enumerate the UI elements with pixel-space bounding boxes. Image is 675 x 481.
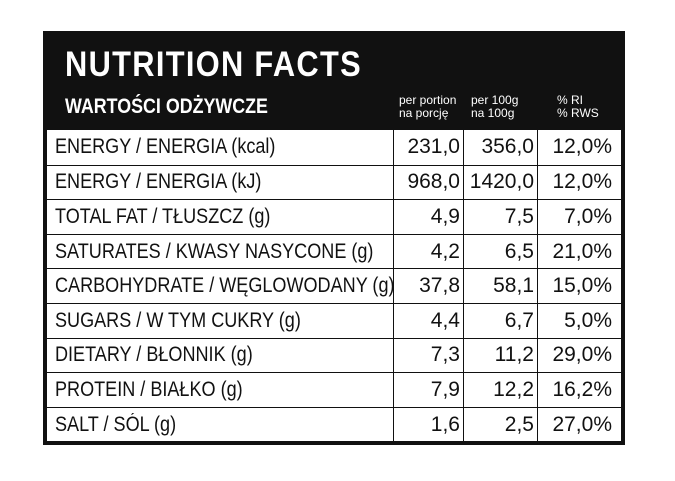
label-subtitle: WARTOŚCI ODŻYWCZE xyxy=(65,95,268,118)
table-row: SATURATES / KWASY NASYCONE (g) 4,2 6,5 2… xyxy=(47,233,621,269)
value-ri: 15,0% xyxy=(552,274,612,298)
nutrient-name: SUGARS / W TYM CUKRY (g) xyxy=(55,308,301,332)
nutrient-name: TOTAL FAT / TŁUSZCZ (g) xyxy=(55,204,271,228)
table-row: ENERGY / ENERGIA (kcal) 231,0 356,0 12,0… xyxy=(47,130,621,165)
value-per-portion: 4,9 xyxy=(430,204,460,228)
value-per-100g: 12,2 xyxy=(493,377,534,401)
nutrient-name: SATURATES / KWASY NASYCONE (g) xyxy=(55,239,374,263)
column-divider xyxy=(537,130,538,441)
nutrient-name: SALT / SÓL (g) xyxy=(55,412,177,436)
column-header-ri: % RI % RWS xyxy=(557,94,599,120)
label-title: NUTRITION FACTS xyxy=(65,45,362,84)
value-per-portion: 4,4 xyxy=(430,308,460,332)
table-row: ENERGY / ENERGIA (kJ) 968,0 1420,0 12,0% xyxy=(47,164,621,200)
value-per-100g: 6,7 xyxy=(504,308,534,332)
value-per-portion: 7,9 xyxy=(430,377,460,401)
column-header-per-100g: per 100g na 100g xyxy=(471,94,518,120)
column-header-line: per 100g xyxy=(471,93,519,107)
table-row: TOTAL FAT / TŁUSZCZ (g) 4,9 7,5 7,0% xyxy=(47,199,621,234)
label-header: NUTRITION FACTS WARTOŚCI ODŻYWCZE per po… xyxy=(47,35,621,130)
value-ri: 5,0% xyxy=(564,308,612,332)
column-divider xyxy=(463,130,464,441)
nutrition-label: NUTRITION FACTS WARTOŚCI ODŻYWCZE per po… xyxy=(43,31,625,445)
column-header-line: % RI xyxy=(557,93,584,107)
value-per-100g: 6,5 xyxy=(504,239,534,263)
nutrient-name: CARBOHYDRATE / WĘGLOWODANY (g) xyxy=(55,274,395,298)
column-header-line: na porcję xyxy=(399,106,449,120)
value-per-portion: 37,8 xyxy=(419,274,460,298)
column-header-per-portion: per portion na porcję xyxy=(399,94,456,120)
column-header-line: % RWS xyxy=(557,106,599,120)
nutrient-name: DIETARY / BŁONNIK (g) xyxy=(55,343,253,367)
value-ri: 12,0% xyxy=(552,135,612,159)
nutrient-name: PROTEIN / BIAŁKO (g) xyxy=(55,377,243,401)
nutrient-name: ENERGY / ENERGIA (kJ) xyxy=(55,170,262,194)
column-divider xyxy=(393,130,394,441)
column-header-line: na 100g xyxy=(471,106,515,120)
value-ri: 27,0% xyxy=(552,412,612,436)
nutrition-table: ENERGY / ENERGIA (kcal) 231,0 356,0 12,0… xyxy=(47,130,621,441)
value-ri: 21,0% xyxy=(552,239,612,263)
table-row: SALT / SÓL (g) 1,6 2,5 27,0% xyxy=(47,406,621,442)
value-per-portion: 1,6 xyxy=(430,412,460,436)
value-per-100g: 356,0 xyxy=(481,135,534,159)
value-per-portion: 231,0 xyxy=(407,135,460,159)
value-ri: 16,2% xyxy=(552,377,612,401)
value-per-portion: 7,3 xyxy=(430,343,460,367)
table-row: SUGARS / W TYM CUKRY (g) 4,4 6,7 5,0% xyxy=(47,302,621,338)
table-row: CARBOHYDRATE / WĘGLOWODANY (g) 37,8 58,1… xyxy=(47,268,621,303)
value-per-100g: 11,2 xyxy=(494,343,534,367)
column-header-line: per portion xyxy=(399,93,457,107)
value-per-portion: 4,2 xyxy=(430,239,460,263)
value-ri: 12,0% xyxy=(552,170,612,194)
value-ri: 7,0% xyxy=(564,204,612,228)
value-per-portion: 968,0 xyxy=(407,170,460,194)
value-ri: 29,0% xyxy=(552,343,612,367)
nutrient-name: ENERGY / ENERGIA (kcal) xyxy=(55,135,276,159)
value-per-100g: 2,5 xyxy=(504,412,534,436)
value-per-100g: 1420,0 xyxy=(469,170,534,194)
value-per-100g: 7,5 xyxy=(504,204,534,228)
table-row: PROTEIN / BIAŁKO (g) 7,9 12,2 16,2% xyxy=(47,372,621,407)
table-row: DIETARY / BŁONNIK (g) 7,3 11,2 29,0% xyxy=(47,337,621,373)
value-per-100g: 58,1 xyxy=(493,274,534,298)
